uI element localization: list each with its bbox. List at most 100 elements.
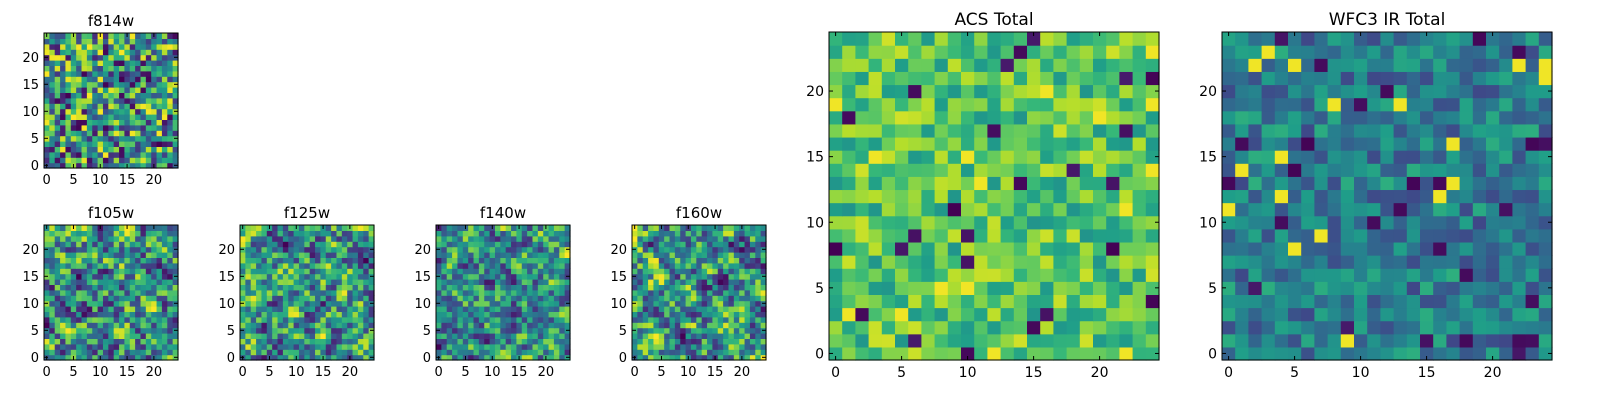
heatmap-cell — [760, 241, 767, 248]
heatmap-cell — [172, 225, 179, 231]
heatmap-cell — [54, 295, 61, 302]
heatmap-cell — [696, 252, 703, 258]
heatmap-cell — [733, 235, 740, 242]
heatmap-cell — [728, 246, 735, 253]
heatmap-cell — [548, 349, 555, 356]
heatmap-cell — [462, 235, 469, 242]
heatmap-cell — [1248, 189, 1263, 204]
heatmap-cell — [129, 103, 136, 110]
heatmap-cell — [60, 241, 67, 248]
heatmap-cell — [315, 268, 321, 275]
heatmap-cell — [44, 43, 50, 50]
heatmap-cell — [288, 354, 295, 361]
heatmap-cell — [266, 268, 273, 275]
heatmap-cell — [145, 108, 152, 115]
heatmap-cell — [1132, 150, 1147, 164]
heatmap-cell — [44, 241, 50, 248]
heatmap-cell — [505, 262, 512, 269]
heatmap-cell — [92, 300, 99, 307]
heatmap-cell — [452, 262, 459, 269]
heatmap-cell — [1027, 58, 1041, 72]
heatmap-cell — [304, 295, 311, 302]
heatmap-cell — [161, 289, 168, 296]
heatmap-cell — [1354, 228, 1368, 243]
heatmap-cell — [457, 235, 464, 242]
heatmap-cell — [1393, 241, 1408, 256]
heatmap-cell — [1486, 281, 1500, 295]
heatmap-cell — [457, 252, 464, 258]
heatmap-cell — [309, 279, 316, 285]
heatmap-cell — [921, 45, 936, 59]
heatmap-cell — [1145, 163, 1160, 177]
heatmap-cell — [1446, 45, 1461, 59]
heatmap-cell — [357, 235, 364, 242]
heatmap-cell — [1538, 58, 1553, 72]
heatmap-cell — [717, 316, 724, 323]
heatmap-cell — [320, 284, 327, 291]
heatmap-cell — [368, 241, 375, 248]
heatmap-cell — [331, 262, 338, 269]
heatmap-cell — [161, 268, 168, 275]
heatmap-cell — [1248, 123, 1263, 138]
heatmap-cell — [452, 295, 459, 302]
heatmap-cell — [1393, 307, 1408, 322]
heatmap-cell — [54, 343, 61, 350]
heatmap-cell — [113, 43, 120, 50]
heatmap-cell — [119, 151, 125, 158]
heatmap-cell — [717, 322, 724, 329]
heatmap-cell — [352, 306, 359, 312]
heatmap-cell — [1027, 202, 1041, 217]
heatmap-cell — [521, 306, 528, 312]
y-tick-label: 5 — [619, 324, 627, 339]
heatmap-cell — [974, 176, 988, 191]
heatmap-cell — [653, 284, 660, 291]
heatmap-cell — [102, 103, 109, 110]
heatmap-cell — [331, 295, 338, 302]
heatmap-cell — [739, 322, 746, 329]
heatmap-cell — [172, 338, 179, 345]
heatmap-cell — [49, 157, 56, 164]
heatmap-cell — [1380, 84, 1395, 99]
heatmap-cell — [70, 54, 77, 61]
heatmap-cell — [60, 284, 67, 291]
heatmap-cell — [685, 257, 692, 264]
x-tick-label: 0 — [1224, 365, 1233, 381]
heatmap-cell — [669, 311, 676, 318]
heatmap-cell — [1380, 268, 1395, 282]
heatmap-cell — [135, 103, 142, 110]
heatmap-cell — [842, 307, 856, 322]
heatmap-cell — [744, 225, 751, 231]
heatmap-cell — [140, 322, 147, 329]
heatmap-cell — [49, 108, 56, 115]
heatmap-cell — [119, 76, 125, 83]
heatmap-cell — [723, 343, 730, 350]
heatmap-cell — [282, 311, 289, 318]
heatmap-cell — [1538, 97, 1553, 112]
heatmap-cell — [707, 284, 713, 291]
heatmap-cell — [468, 300, 475, 307]
heatmap-cell — [1525, 333, 1540, 348]
heatmap-cell — [76, 284, 83, 291]
heatmap-cell — [81, 119, 88, 126]
heatmap-cell — [473, 311, 480, 318]
heatmap-cell — [658, 246, 665, 253]
heatmap-cell — [320, 252, 327, 258]
heatmap-cell — [161, 343, 168, 350]
heatmap-cell — [60, 87, 67, 93]
panel-f140w: f140w 0 5 10 15 20 0 5 10 15 20 — [400, 195, 600, 395]
heatmap-cell — [1288, 45, 1302, 59]
heatmap-cell — [760, 306, 767, 312]
heatmap-cell — [648, 246, 655, 253]
heatmap-cell — [145, 252, 152, 258]
heatmap-cell — [113, 257, 120, 264]
heatmap-cell — [921, 255, 936, 269]
heatmap-cell — [320, 230, 327, 237]
heatmap-cell — [564, 289, 571, 296]
heatmap-cell — [1145, 58, 1160, 72]
heatmap-cell — [1119, 136, 1134, 151]
heatmap-cell — [739, 343, 746, 350]
heatmap-cell — [1525, 255, 1540, 269]
heatmap-cell — [140, 65, 147, 72]
heatmap-cell — [452, 327, 459, 334]
heatmap-cell — [65, 43, 72, 50]
